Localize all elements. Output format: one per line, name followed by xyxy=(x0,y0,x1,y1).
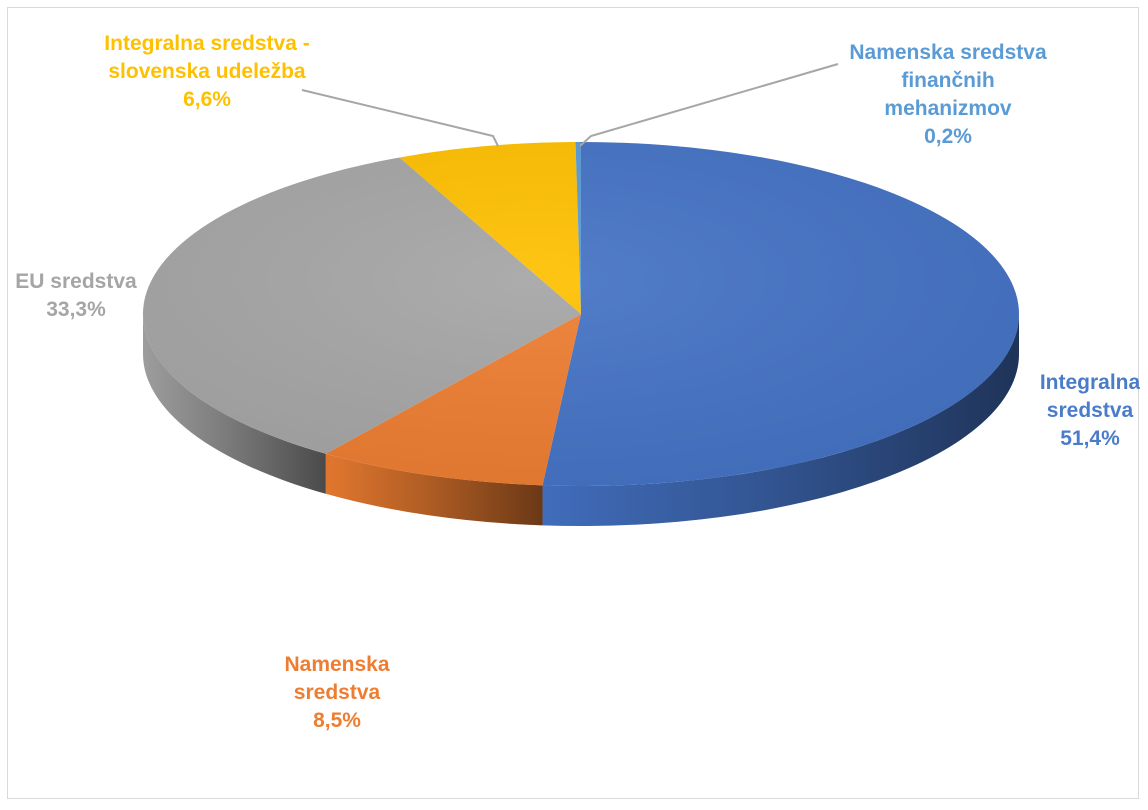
data-label-category-namenska-sredstva-1: sredstva xyxy=(294,681,381,704)
data-label-category-namenska-sredstva-0: Namenska xyxy=(284,653,389,676)
data-label-value-integralna-sredstva-slovenska-udelezba: 6,6% xyxy=(183,88,231,111)
data-label-category-integralna-sredstva-slovenska-udelezba-0: Integralna sredstva - xyxy=(104,32,309,55)
slice-side-shade-integralna-sredstva xyxy=(542,314,1019,526)
leader-line-integralna-sredstva-slovenska-udelezba xyxy=(301,89,499,147)
slice-side-shade-namenska-sredstva xyxy=(325,453,543,526)
data-label-value-namenska-sredstva-financnih-mehanizmov: 0,2% xyxy=(924,125,972,148)
data-label-category-namenska-sredstva-financnih-mehanizmov-1: finančnih xyxy=(901,69,994,92)
data-label-category-integralna-sredstva-slovenska-udelezba-1: slovenska udeležba xyxy=(108,60,306,83)
data-label-value-integralna-sredstva: 51,4% xyxy=(1060,427,1120,450)
data-label-category-namenska-sredstva-financnih-mehanizmov-0: Namenska sredstva xyxy=(849,41,1047,64)
data-label-category-namenska-sredstva-financnih-mehanizmov-2: mehanizmov xyxy=(884,97,1012,120)
data-label-value-eu-sredstva: 33,3% xyxy=(46,298,106,321)
pie-top-shading xyxy=(143,142,1019,486)
data-label-category-integralna-sredstva-0: Integralna xyxy=(1040,371,1140,394)
leader-line-namenska-sredstva-financnih-mehanizmov xyxy=(579,63,839,147)
chart-frame: Integralna sredstva 51,4% Namenska sredstva 8… xyxy=(7,7,1140,799)
data-label-category-eu-sredstva-0: EU sredstva xyxy=(15,270,137,293)
slice-side-shade-eu-sredstva xyxy=(143,314,326,494)
data-label-value-namenska-sredstva: 8,5% xyxy=(313,709,361,732)
pie-chart: Integralna sredstva 51,4% Namenska sredstva 8… xyxy=(15,32,1140,732)
data-label-category-integralna-sredstva-1: sredstva xyxy=(1047,399,1134,422)
